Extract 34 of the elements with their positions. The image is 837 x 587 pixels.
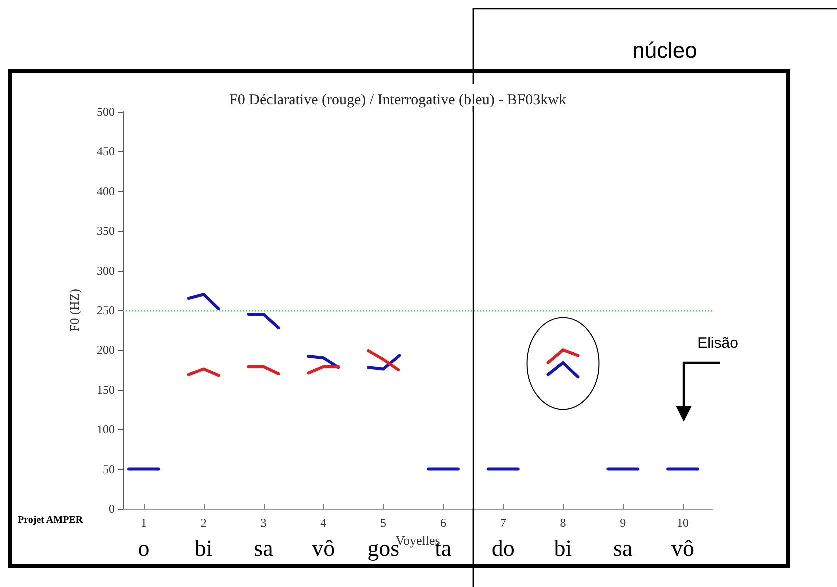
- chart-title: F0 Déclarative (rouge) / Interrogative (bleu) - BF03kwk: [230, 92, 567, 108]
- y-tick-label: 0: [109, 502, 115, 516]
- x-tick-label: 5: [380, 516, 387, 530]
- x-tick-label: 1: [140, 516, 147, 530]
- x-tick-label: 10: [677, 516, 690, 530]
- text: sa: [614, 536, 633, 562]
- text: Projet AMPER: [18, 514, 84, 528]
- y-tick-label: 250: [97, 304, 115, 318]
- ref-line-label: núcleo: [632, 38, 698, 64]
- x-tick-label: 4: [320, 516, 327, 530]
- y-tick-label: 500: [97, 105, 115, 119]
- x-tick-label: 8: [560, 516, 566, 530]
- x-tick-label: 6: [440, 516, 446, 530]
- text: bi: [194, 536, 213, 562]
- y-tick-label: 200: [97, 343, 115, 358]
- y-axis-title: F0 (HZ): [67, 289, 82, 332]
- text: vô: [672, 536, 695, 562]
- text: sa: [254, 536, 274, 562]
- y-tick-label: 50: [103, 462, 115, 476]
- annotation: Elisão: [698, 334, 738, 353]
- x-tick-label: 7: [500, 516, 506, 530]
- text: vô: [312, 536, 336, 562]
- x-tick-label: 3: [260, 516, 267, 530]
- text: o: [138, 536, 150, 562]
- x-tick-label: 2: [200, 516, 207, 530]
- x-tick-label: 9: [620, 516, 626, 530]
- text: bi: [554, 536, 572, 562]
- text: do: [492, 536, 515, 562]
- y-tick-label: 150: [97, 382, 115, 397]
- y-tick-label: 300: [97, 264, 115, 278]
- y-tick-label: 350: [97, 224, 115, 238]
- y-tick-label: 100: [97, 422, 115, 437]
- y-tick-label: 400: [97, 184, 115, 198]
- y-tick-label: 450: [97, 144, 115, 159]
